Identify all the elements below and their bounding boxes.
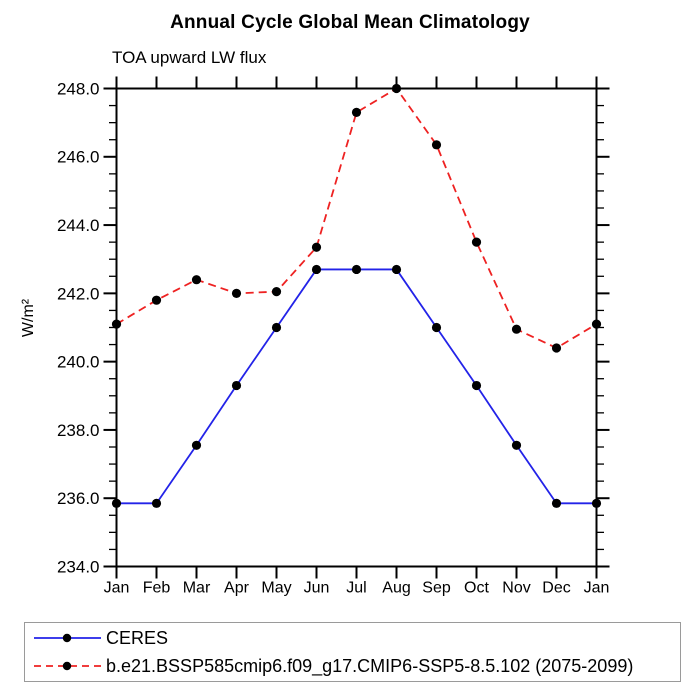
svg-text:Oct: Oct	[464, 580, 489, 597]
legend-label-ceres: CERES	[106, 627, 169, 648]
svg-text:Jul: Jul	[346, 580, 366, 597]
svg-text:Apr: Apr	[224, 580, 250, 597]
svg-text:Nov: Nov	[502, 580, 530, 597]
svg-text:248.0: 248.0	[57, 79, 100, 98]
legend-item-ceres: CERES	[32, 625, 680, 651]
svg-text:Mar: Mar	[183, 580, 211, 597]
svg-text:Jun: Jun	[304, 580, 330, 597]
svg-text:Dec: Dec	[542, 580, 570, 597]
plot-area: 234.0 236.0 238.0 240.0 242.0 244.0 246.0 248.0…	[57, 76, 610, 597]
svg-text:May: May	[261, 580, 291, 597]
svg-text:242.0: 242.0	[57, 284, 100, 303]
svg-text:236.0: 236.0	[57, 489, 100, 508]
legend-label-model: b.e21.BSSP585cmip6.f09_g17.CMIP6-SSP5-8.…	[106, 655, 634, 676]
svg-text:Jan: Jan	[584, 580, 610, 597]
svg-text:238.0: 238.0	[57, 421, 100, 440]
svg-text:244.0: 244.0	[57, 216, 100, 235]
svg-text:Jan: Jan	[104, 580, 130, 597]
svg-text:234.0: 234.0	[57, 557, 100, 576]
svg-text:240.0: 240.0	[57, 353, 100, 372]
svg-text:Feb: Feb	[143, 580, 171, 597]
svg-text:246.0: 246.0	[57, 148, 100, 167]
chart-title: Annual Cycle Global Mean Climatology	[170, 12, 530, 33]
legend-line-sample-ceres	[34, 633, 101, 643]
svg-text:Sep: Sep	[422, 580, 451, 597]
legend-item-model: b.e21.BSSP585cmip6.f09_g17.CMIP6-SSP5-8.…	[32, 653, 680, 679]
svg-text:Aug: Aug	[382, 580, 410, 597]
legend: CERES b.e21.BSSP585cmip6.f09_g17.CMIP6-S…	[24, 622, 681, 682]
legend-line-sample-model	[34, 661, 101, 671]
chart-subtitle: TOA upward LW flux	[112, 48, 267, 67]
